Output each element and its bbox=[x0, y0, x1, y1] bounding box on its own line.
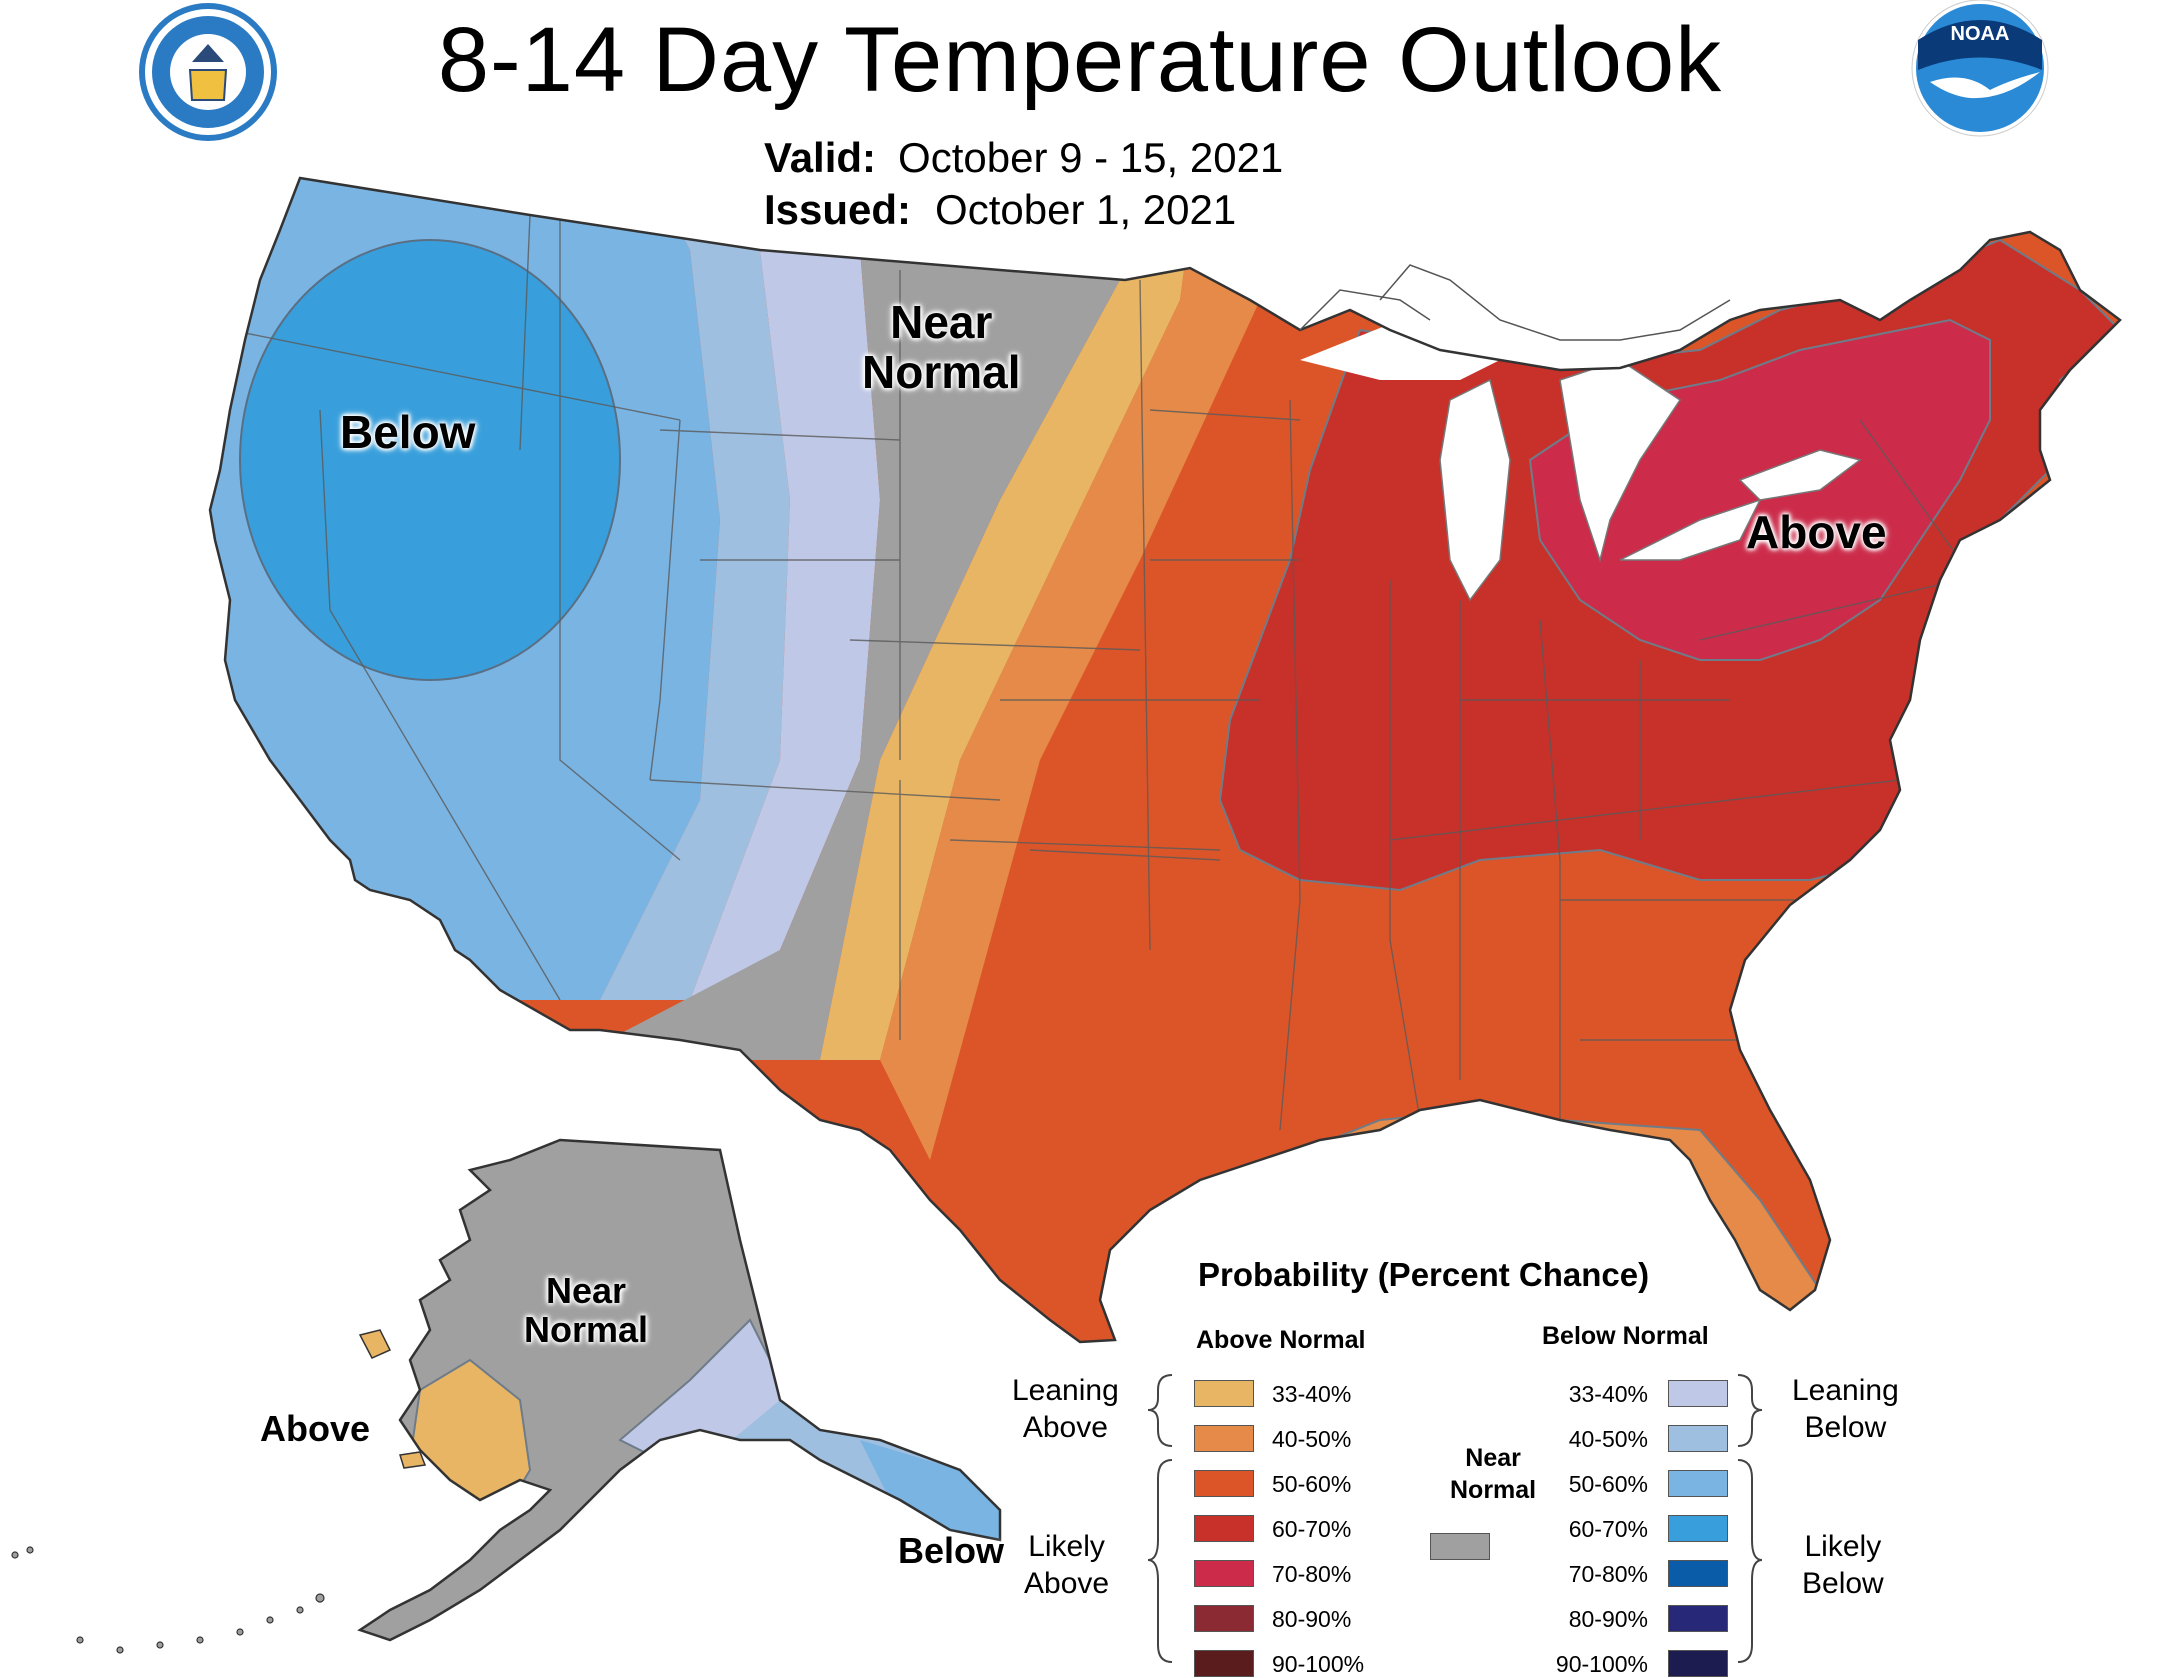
legend-above-label: 33-40% bbox=[1272, 1381, 1352, 1407]
label-above-east: Above bbox=[1746, 506, 1887, 558]
legend-above-label: 80-90% bbox=[1272, 1606, 1352, 1632]
issued-value: October 1, 2021 bbox=[935, 186, 1237, 233]
issued-label: Issued: bbox=[764, 186, 912, 233]
legend-above-swatch bbox=[1194, 1515, 1254, 1542]
valid-value: October 9 - 15, 2021 bbox=[898, 134, 1284, 181]
alaska-outline bbox=[357, 1138, 1002, 1642]
legend-below-swatch bbox=[1668, 1425, 1728, 1452]
legend-leaning-above: Leaning Above bbox=[1012, 1374, 1119, 1444]
legend-near-normal: Near Normal bbox=[1450, 1444, 1537, 1504]
legend-likely-below: Likely Below bbox=[1802, 1530, 1884, 1600]
legend-below-label: 40-50% bbox=[1568, 1426, 1648, 1452]
legend-below-label: 33-40% bbox=[1568, 1381, 1648, 1407]
legend-above-swatch bbox=[1194, 1425, 1254, 1452]
legend-below-swatch bbox=[1668, 1650, 1728, 1677]
legend-above-label: 70-80% bbox=[1272, 1561, 1352, 1587]
noaa-logo-icon: NOAA bbox=[1911, 0, 2049, 137]
legend-leaning-below: Leaning Below bbox=[1792, 1374, 1899, 1444]
legend-below-label: 90-100% bbox=[1555, 1651, 1648, 1677]
valid-label: Valid: bbox=[764, 134, 877, 181]
legend-below-swatch bbox=[1668, 1470, 1728, 1497]
legend-below-swatch bbox=[1668, 1560, 1728, 1587]
noaa-logo-text: NOAA bbox=[1951, 23, 2010, 45]
legend-above-swatch bbox=[1194, 1380, 1254, 1407]
legend-below-swatch bbox=[1668, 1515, 1728, 1542]
legend-braces bbox=[1147, 1374, 1763, 1663]
legend-below-label: 50-60% bbox=[1568, 1471, 1648, 1497]
legend-above-label: 40-50% bbox=[1272, 1426, 1352, 1452]
legend-above-swatch bbox=[1194, 1650, 1254, 1677]
legend-title: Probability (Percent Chance) bbox=[1198, 1256, 1650, 1293]
legend-below-swatch bbox=[1668, 1380, 1728, 1407]
legend-above-swatch bbox=[1194, 1605, 1254, 1632]
legend-above-label: 60-70% bbox=[1272, 1516, 1352, 1542]
label-ak-above: Above bbox=[260, 1408, 371, 1449]
date-block: Valid: October 9 - 15, 2021 Issued: Octobe… bbox=[764, 132, 1283, 236]
legend-below-label: 60-70% bbox=[1568, 1516, 1648, 1542]
commerce-seal-icon bbox=[139, 3, 277, 141]
legend-above-swatch bbox=[1194, 1560, 1254, 1587]
legend-below-head: Below Normal bbox=[1542, 1322, 1709, 1350]
label-ak-near-normal: Near Normal bbox=[524, 1270, 649, 1350]
conus-outline bbox=[208, 176, 2122, 1344]
label-near-normal: Near Normal bbox=[862, 296, 1021, 398]
legend-below-label: 80-90% bbox=[1568, 1606, 1648, 1632]
page-title: 8-14 Day Temperature Outlook bbox=[437, 9, 1723, 111]
legend-above-label: 90-100% bbox=[1272, 1651, 1365, 1677]
label-ak-below: Below bbox=[898, 1530, 1005, 1571]
legend-below-label: 70-80% bbox=[1568, 1561, 1648, 1587]
label-below-west: Below bbox=[340, 406, 476, 458]
legend-near-normal-swatch bbox=[1430, 1533, 1490, 1560]
legend-likely-above: Likely Above bbox=[1024, 1530, 1110, 1600]
legend-above-swatch bbox=[1194, 1470, 1254, 1497]
legend-below-swatch bbox=[1668, 1605, 1728, 1632]
legend-above-label: 50-60% bbox=[1272, 1471, 1352, 1497]
legend-above-head: Above Normal bbox=[1196, 1326, 1366, 1354]
